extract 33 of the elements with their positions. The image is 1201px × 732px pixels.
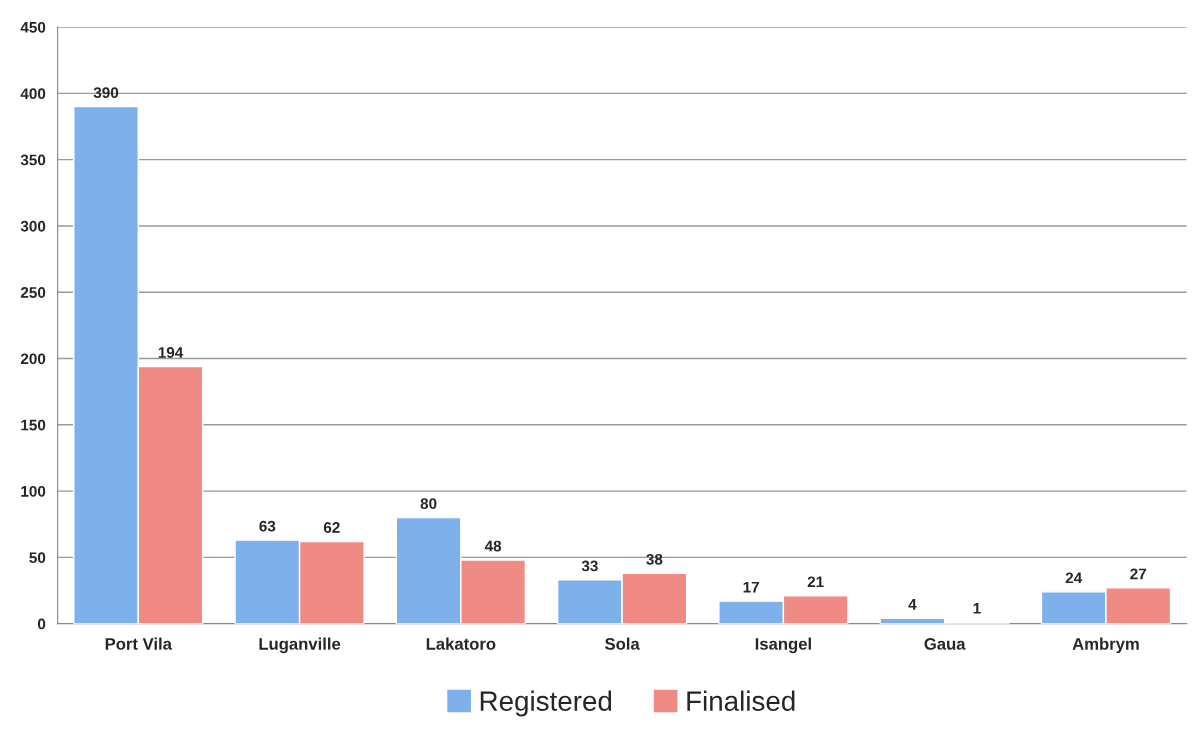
legend-label: Registered: [480, 690, 612, 717]
data-label: 80: [420, 498, 437, 510]
data-label: 24: [1065, 572, 1083, 584]
data-label: 48: [484, 540, 502, 552]
data-label: 1: [973, 603, 981, 614]
x-tick-label: Port Vila: [105, 637, 173, 650]
y-tick-label: 250: [20, 287, 46, 298]
y-tick-label: 0: [37, 618, 46, 630]
data-label: 194: [158, 347, 184, 358]
data-label: 33: [581, 560, 598, 572]
x-tick-label: Sola: [605, 637, 640, 650]
x-tick-label: Luganville: [259, 637, 341, 654]
data-label: 4: [908, 599, 917, 610]
y-tick-label: 450: [20, 21, 46, 33]
data-label: 63: [259, 520, 276, 532]
x-tick-label: Lakatoro: [426, 637, 496, 650]
y-tick-label: 400: [20, 88, 46, 100]
y-tick-label: 350: [20, 154, 46, 166]
y-tick-label: 50: [29, 552, 46, 564]
data-label: 21: [807, 576, 824, 588]
data-label: 27: [1130, 568, 1147, 580]
y-tick-label: 150: [21, 419, 46, 431]
y-tick-label: 100: [21, 485, 46, 497]
data-label: 390: [93, 87, 119, 99]
data-label: 38: [646, 553, 663, 565]
x-tick-label: Ambrym: [1072, 637, 1139, 654]
x-tick-label: Gaua: [924, 637, 966, 650]
data-label: 62: [323, 522, 340, 533]
y-tick-label: 200: [20, 353, 46, 365]
y-tick-label: 300: [20, 220, 46, 232]
legend-label: Finalised: [687, 690, 795, 711]
data-label: 17: [743, 581, 759, 593]
x-tick-label: Isangel: [755, 637, 811, 654]
